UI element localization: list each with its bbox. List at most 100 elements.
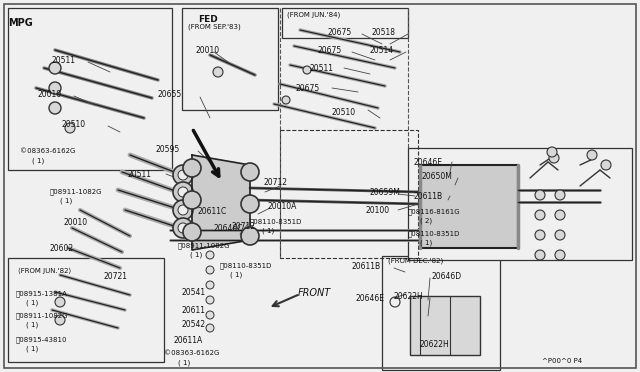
Text: 20514: 20514 (369, 46, 393, 55)
Text: 20541: 20541 (182, 288, 206, 297)
Text: ©08363-6162G: ©08363-6162G (164, 350, 220, 356)
Text: 20611B: 20611B (414, 192, 443, 201)
Circle shape (601, 160, 611, 170)
Circle shape (173, 200, 193, 220)
Circle shape (55, 297, 65, 307)
Bar (8, 258, 164, 362)
Text: ⓝ08911-1082G: ⓝ08911-1082G (50, 188, 102, 195)
Bar (182, 8, 278, 110)
Circle shape (555, 250, 565, 260)
Text: ( 1): ( 1) (262, 228, 275, 234)
Text: 20622H: 20622H (394, 292, 424, 301)
Circle shape (535, 250, 545, 260)
Text: ( 1): ( 1) (60, 198, 72, 205)
Text: ( 1): ( 1) (420, 240, 432, 247)
Text: 20602: 20602 (50, 244, 74, 253)
Circle shape (555, 230, 565, 240)
Bar (282, 8, 408, 38)
Circle shape (55, 315, 65, 325)
Bar (8, 8, 172, 170)
Text: 20659M: 20659M (370, 188, 401, 197)
Circle shape (206, 251, 214, 259)
Text: ⓝ08911-1082G: ⓝ08911-1082G (178, 242, 230, 248)
Circle shape (241, 227, 259, 245)
Text: 20675: 20675 (317, 46, 341, 55)
Text: 20010: 20010 (196, 46, 220, 55)
Circle shape (49, 62, 61, 74)
Circle shape (178, 170, 188, 180)
Text: 20712: 20712 (264, 178, 288, 187)
Circle shape (241, 163, 259, 181)
Text: 20511: 20511 (309, 64, 333, 73)
Circle shape (65, 123, 75, 133)
Circle shape (183, 223, 201, 241)
Circle shape (173, 218, 193, 238)
Text: ⓝ08911-1082G: ⓝ08911-1082G (16, 312, 68, 318)
Circle shape (178, 223, 188, 233)
Circle shape (183, 159, 201, 177)
Text: ( 1): ( 1) (26, 322, 38, 328)
Bar (382, 256, 500, 370)
Text: 20100: 20100 (366, 206, 390, 215)
Text: ( 1): ( 1) (32, 158, 44, 164)
Text: ⓜ08915-1381A: ⓜ08915-1381A (16, 290, 68, 296)
Text: 20611: 20611 (182, 306, 206, 315)
Circle shape (206, 324, 214, 332)
Text: (FROM DEC.'82): (FROM DEC.'82) (388, 258, 444, 264)
Text: ( 1): ( 1) (230, 272, 243, 279)
Polygon shape (192, 155, 250, 250)
Text: ( 1): ( 1) (190, 252, 202, 259)
Circle shape (173, 182, 193, 202)
Circle shape (49, 102, 61, 114)
Text: 20675: 20675 (295, 84, 319, 93)
Text: 20611B: 20611B (352, 262, 381, 271)
Text: 20611A: 20611A (174, 336, 204, 345)
Text: 20518: 20518 (371, 28, 395, 37)
Text: 20646D: 20646D (432, 272, 462, 281)
Text: ⟨FROM JUN.'82⟩: ⟨FROM JUN.'82⟩ (18, 268, 71, 274)
Circle shape (587, 150, 597, 160)
Text: ( 1): ( 1) (26, 300, 38, 307)
Circle shape (49, 82, 61, 94)
Bar (280, 130, 418, 258)
Circle shape (535, 230, 545, 240)
Circle shape (206, 266, 214, 274)
Text: 20595: 20595 (155, 145, 179, 154)
Circle shape (183, 191, 201, 209)
Text: FED: FED (198, 15, 218, 24)
Circle shape (206, 311, 214, 319)
Text: ^P00^0 P4: ^P00^0 P4 (542, 358, 582, 364)
Circle shape (535, 190, 545, 200)
Text: Ⓑ08110-8351D: Ⓑ08110-8351D (250, 218, 302, 225)
Circle shape (555, 190, 565, 200)
Text: FRONT: FRONT (298, 288, 332, 298)
Circle shape (178, 205, 188, 215)
Text: MPG: MPG (8, 18, 33, 28)
Text: ( 2): ( 2) (420, 218, 432, 224)
Bar (410, 296, 480, 355)
Circle shape (206, 281, 214, 289)
Text: 20622H: 20622H (420, 340, 450, 349)
Text: 20721: 20721 (104, 272, 128, 281)
Circle shape (206, 296, 214, 304)
Text: ( 1): ( 1) (26, 346, 38, 353)
Text: 20646E: 20646E (356, 294, 385, 303)
Text: 20675: 20675 (328, 28, 352, 37)
Text: Ⓑ08110-8351D: Ⓑ08110-8351D (220, 262, 273, 269)
Circle shape (555, 210, 565, 220)
Text: 20655: 20655 (158, 90, 182, 99)
Text: (FROM JUN.'84): (FROM JUN.'84) (287, 12, 340, 19)
Text: 20510: 20510 (62, 120, 86, 129)
Text: (FROM SEP.'83): (FROM SEP.'83) (188, 24, 241, 31)
Text: 20646C: 20646C (213, 224, 243, 233)
Circle shape (173, 165, 193, 185)
Bar (408, 148, 632, 260)
Circle shape (535, 210, 545, 220)
Text: 20646E: 20646E (414, 158, 443, 167)
Circle shape (549, 153, 559, 163)
Text: 20010: 20010 (38, 90, 62, 99)
Text: 20010: 20010 (64, 218, 88, 227)
Circle shape (241, 195, 259, 213)
Text: ©08363-6162G: ©08363-6162G (20, 148, 76, 154)
Text: 20611C: 20611C (198, 207, 227, 216)
